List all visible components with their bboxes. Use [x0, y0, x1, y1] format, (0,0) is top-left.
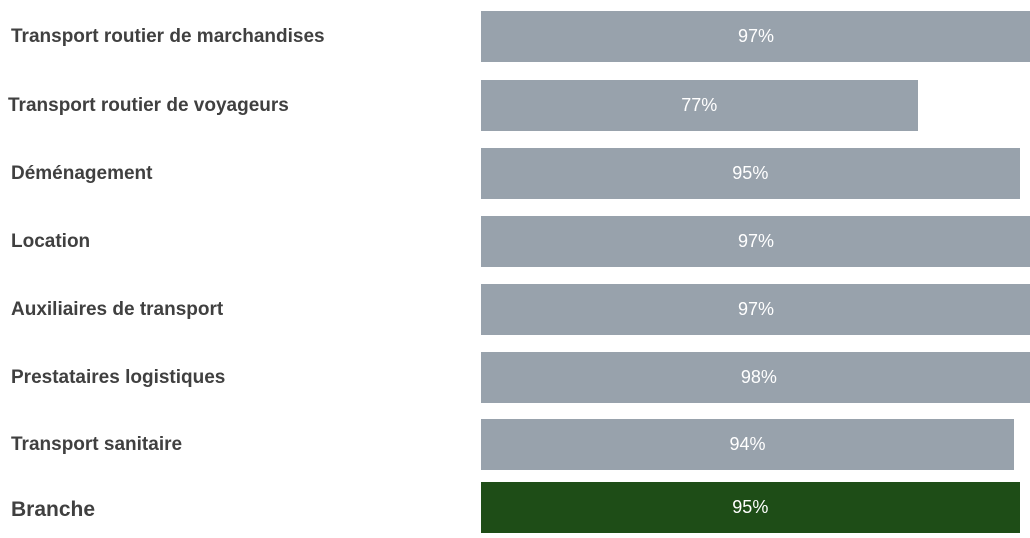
bar — [481, 80, 918, 131]
value-label: 94% — [729, 434, 766, 454]
bar-row: Location 97% — [0, 216, 1030, 267]
category-label: Transport routier de marchandises — [11, 26, 325, 47]
bar-row: Transport routier de voyageurs 77% — [0, 80, 1030, 131]
value-label: 97% — [737, 231, 774, 251]
category-label: Auxiliaires de transport — [11, 299, 224, 320]
value-label: 77% — [681, 95, 718, 115]
value-label: 97% — [737, 299, 774, 319]
category-label: Branche — [11, 498, 96, 521]
category-label: Transport routier de voyageurs — [8, 95, 289, 116]
bar — [481, 148, 1020, 199]
bar-row: Prestataires logistiques 98% — [0, 352, 1030, 403]
value-label: 95% — [732, 163, 769, 183]
bar-row: Auxiliaires de transport 97% — [0, 284, 1030, 335]
bar — [481, 11, 1030, 62]
bar — [481, 284, 1030, 335]
category-label: Transport sanitaire — [11, 434, 183, 455]
category-label: Location — [11, 231, 91, 252]
value-label: 98% — [740, 367, 777, 387]
bar-row: Transport sanitaire 94% — [0, 419, 1030, 470]
bar-row: Transport routier de marchandises 97% — [0, 11, 1030, 62]
category-label: Déménagement — [11, 163, 153, 184]
bar-row: Déménagement 95% — [0, 148, 1030, 199]
bar — [481, 352, 1030, 403]
bar — [481, 419, 1014, 470]
bar — [481, 482, 1020, 533]
value-label: 95% — [732, 497, 769, 517]
bar — [481, 216, 1030, 267]
value-label: 97% — [737, 26, 774, 46]
bar-row: Branche 95% — [0, 482, 1030, 533]
category-label: Prestataires logistiques — [11, 367, 226, 388]
